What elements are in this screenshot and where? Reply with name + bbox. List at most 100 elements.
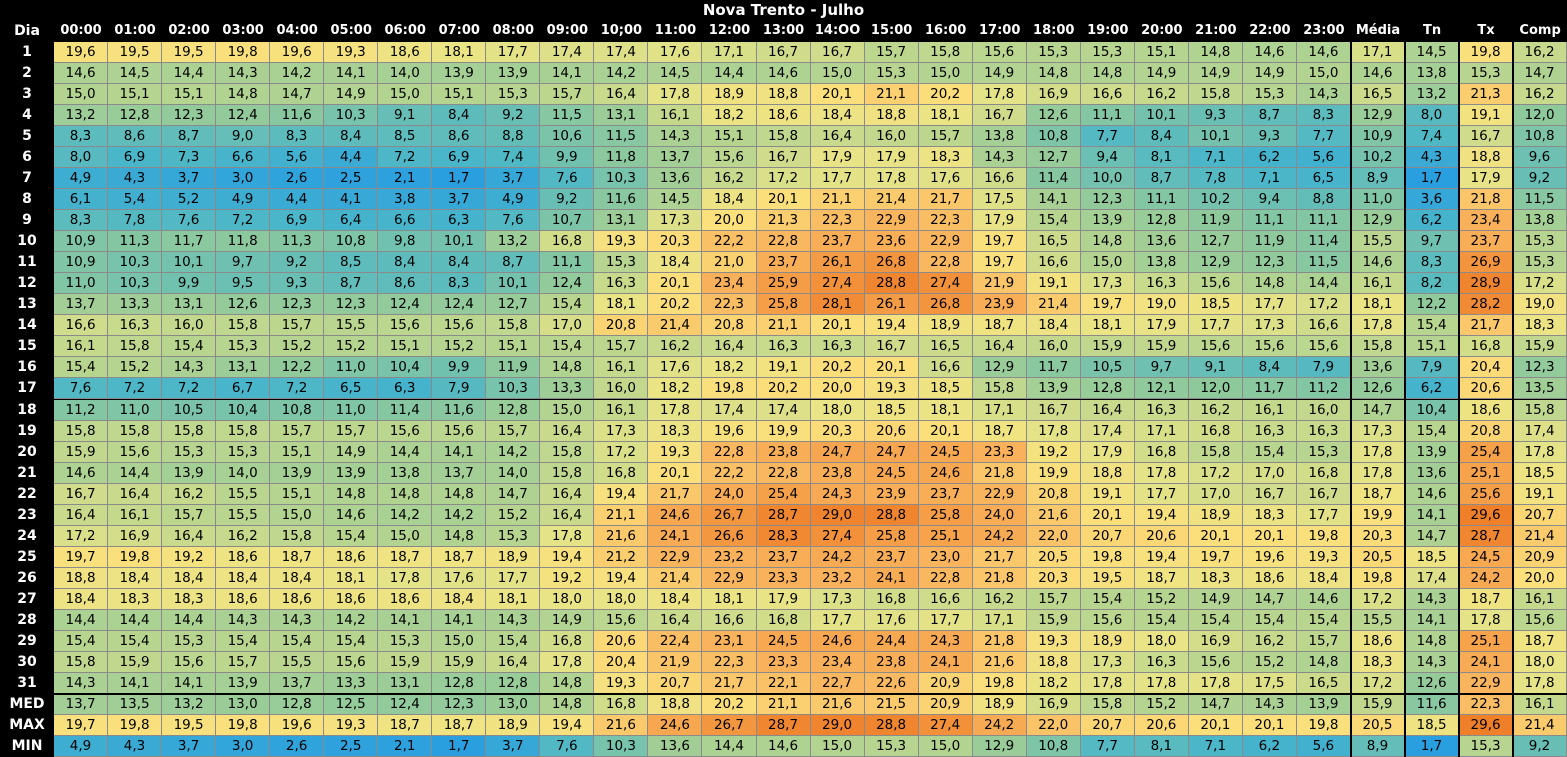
table-cell: 24,3 [810, 483, 865, 505]
table-cell: 9,7 [1405, 231, 1460, 253]
row-label: MED [9, 695, 45, 712]
table-cell: 6,1 [54, 189, 109, 211]
table-cell: 14,3 [1405, 651, 1460, 673]
column-header: 03:00 [222, 23, 264, 38]
table-cell: 17,1 [1134, 420, 1189, 442]
table-cell: 15,2 [1242, 651, 1297, 673]
table-cell: 12,8 [486, 672, 541, 694]
table-cell: 17,4 [702, 399, 757, 421]
table-cell: 15,4 [324, 525, 379, 547]
table-cell: 14,4 [162, 609, 217, 631]
column-header: 01:00 [114, 23, 156, 38]
table-cell: 12,9 [1350, 105, 1405, 127]
table-cell: 14,8 [216, 84, 271, 106]
table-cell: 17,8 [972, 84, 1027, 106]
table-cell: 20,0 [810, 378, 865, 400]
table-cell: 15,0 [270, 504, 325, 526]
table-cell: 15,6 [432, 315, 487, 337]
table-cell: 18,1 [702, 588, 757, 610]
table-cell: 22,9 [648, 546, 703, 568]
table-cell: 9,2 [1513, 168, 1567, 190]
table-cell: 10,6 [540, 126, 595, 148]
table-cell: 28,2 [1459, 294, 1514, 316]
table-cell: 16,9 [108, 525, 163, 547]
table-cell: 15,5 [1350, 231, 1405, 253]
table-cell: 11,3 [108, 231, 163, 253]
table-cell: 5,6 [1296, 147, 1351, 169]
table-cell: 15,3 [486, 84, 541, 106]
table-cell: 16,4 [486, 651, 541, 673]
table-cell: 28,1 [810, 294, 865, 316]
table-cell: 8,3 [1405, 252, 1460, 274]
table-cell: 14,7 [1188, 693, 1243, 715]
row-label: 6 [22, 149, 32, 166]
table-cell: 6,9 [108, 147, 163, 169]
column-header: 21:00 [1195, 23, 1237, 38]
table-cell: 16,2 [162, 483, 217, 505]
table-cell: 14,9 [324, 84, 379, 106]
table-cell: 14,5 [1405, 42, 1460, 64]
table-cell: 19,4 [594, 483, 649, 505]
table-cell: 15,6 [1296, 336, 1351, 358]
table-cell: 8,4 [432, 105, 487, 127]
table-body: 1 19,6 19,5 19,5 19,8 19,6 19,3 18,6 18,1 17,7 17,… [0, 42, 1567, 757]
table-cell: 16,4 [540, 420, 595, 442]
table-cell: 19,4 [1134, 504, 1189, 526]
table-cell: 15,8 [756, 126, 811, 148]
table-cell: 9,6 [1513, 147, 1567, 169]
table-cell: 14,0 [216, 462, 271, 484]
table-cell: 16,4 [648, 609, 703, 631]
table-cell: 15,1 [378, 336, 433, 358]
table-cell: 15,6 [1188, 273, 1243, 295]
table-cell: 6,6 [378, 210, 433, 232]
table-cell: 4,1 [324, 189, 379, 211]
table-cell: 29,0 [810, 504, 865, 526]
table-cell: 22,9 [972, 483, 1027, 505]
row-label: 22 [17, 485, 37, 502]
table-cell: 20,1 [1242, 714, 1297, 736]
table-cell: 14,9 [1188, 63, 1243, 85]
table-cell: 15,4 [1405, 315, 1460, 337]
table-cell: 11,8 [594, 147, 649, 169]
table-cell: 15,4 [540, 294, 595, 316]
table-cell: 21,4 [648, 567, 703, 589]
table-cell: 22,8 [918, 252, 973, 274]
table-cell: 12,6 [216, 294, 271, 316]
table-cell: 15,8 [216, 315, 271, 337]
table-cell: 18,2 [702, 105, 757, 127]
table-cell: 13,8 [1134, 252, 1189, 274]
column-header: 16:00 [924, 23, 967, 38]
table-cell: 18,7 [1459, 588, 1514, 610]
table-cell: 12,3 [1513, 357, 1567, 379]
table-cell: 16,0 [1296, 399, 1351, 421]
table-cell: 22,0 [1026, 714, 1081, 736]
table-cell: 9,2 [540, 189, 595, 211]
table-cell: 24,2 [1459, 567, 1514, 589]
table-cell: 14,8 [1026, 63, 1081, 85]
table-cell: 19,3 [648, 441, 703, 463]
table-cell: 8,6 [378, 273, 433, 295]
column-header: 02:00 [168, 23, 210, 38]
table-cell: 12,0 [1513, 105, 1567, 127]
table-cell: 7,7 [1080, 126, 1135, 148]
table-cell: 16,2 [216, 525, 271, 547]
table-cell: 27,4 [810, 525, 865, 547]
table-cell: 14,3 [216, 609, 271, 631]
table-cell: 15,7 [594, 336, 649, 358]
table-cell: 15,8 [486, 315, 541, 337]
table-cell: 16,4 [162, 525, 217, 547]
table-cell: 7,2 [216, 210, 271, 232]
table-cell: 19,7 [972, 252, 1027, 274]
table-cell: 12,9 [972, 735, 1027, 757]
table-cell: 15,8 [918, 42, 973, 64]
table-cell: 20,9 [1513, 546, 1567, 568]
table-cell: 9,8 [378, 231, 433, 253]
table-cell: 16,2 [648, 336, 703, 358]
table-cell: 23,3 [972, 441, 1027, 463]
column-header: 04:00 [276, 23, 318, 38]
table-cell: 18,6 [378, 42, 433, 64]
table-cell: 3,7 [432, 189, 487, 211]
table-cell: 15,8 [1080, 693, 1135, 715]
table-cell: 14,5 [108, 63, 163, 85]
table-cell: 19,8 [972, 672, 1027, 694]
